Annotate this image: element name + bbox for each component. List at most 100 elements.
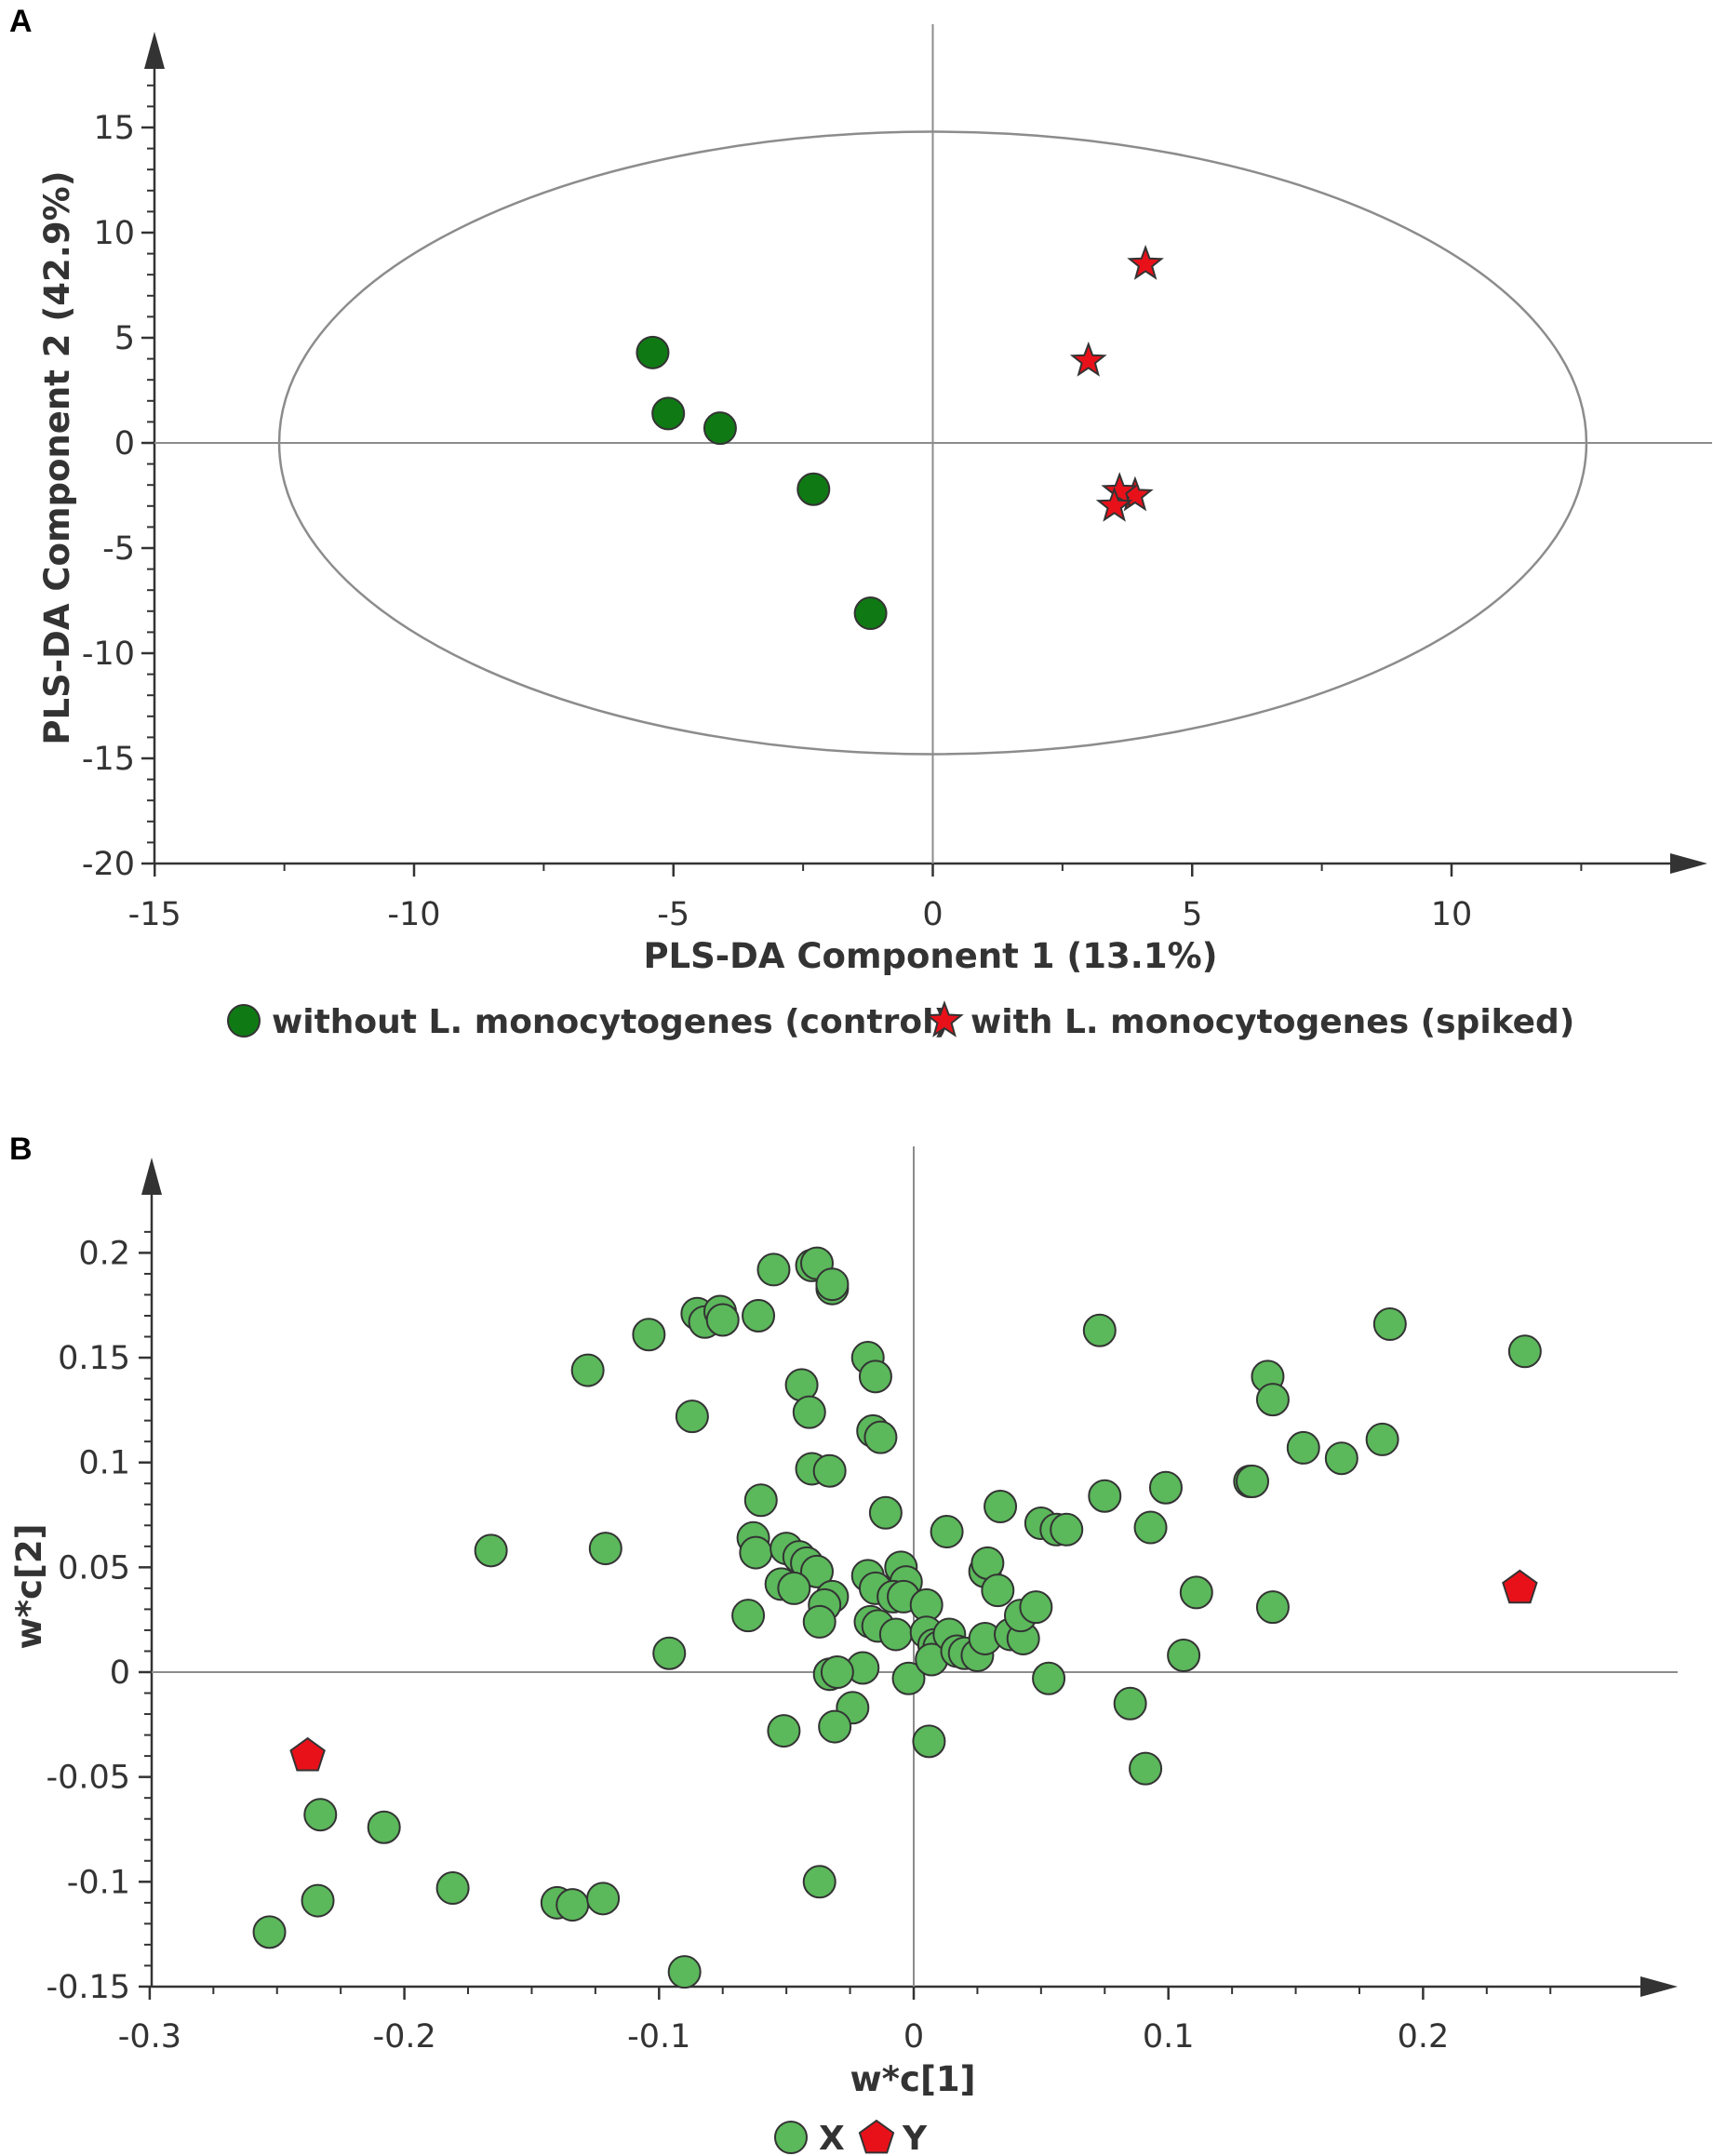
x-variable-point [868,1495,903,1530]
legend-x-label: X [819,2120,845,2156]
x-variable-point [1032,1661,1066,1695]
x-variable-point [981,1573,1015,1608]
y-variable-point [289,1736,326,1772]
legend-y-label: Y [902,2120,928,2156]
x-variable-point [570,1353,605,1387]
x-variable-point [802,1604,836,1639]
x-variable-point [777,1571,811,1605]
panel-a-x-tick-label: -15 [128,896,181,933]
x-variable-point [1082,1313,1117,1347]
x-variable-point [474,1533,508,1568]
panel-a-x-tick-label: 0 [922,896,943,933]
x-variable-point [1179,1575,1213,1610]
panel-a-x-axis-title: PLS-DA Component 1 (13.1%) [643,936,1217,976]
x-variable-point [818,1709,852,1744]
panel-b-legend: X Y [774,2119,928,2156]
x-variable-point [252,1915,287,1949]
panel-a-x-tick-label: -10 [387,896,440,933]
x-variable-point [802,1865,836,1899]
x-variable-point [632,1318,666,1352]
panel-b-label: B [9,1132,33,1167]
x-variable-point [1167,1638,1201,1672]
x-variable-point [1365,1422,1399,1456]
x-variable-point [767,1714,801,1748]
spiked-sample-point [1101,472,1139,507]
panel-a-y-tick-label: 5 [114,320,135,357]
panel-b-y-axis-title: w*c[2] [9,1523,49,1649]
legend-x-marker [774,2121,808,2154]
panel-b-y-tick-label: -0.15 [46,1969,130,2006]
panel-b-loadings-plot: B -0.3 -0.2 -0.1 0 0.1 0.2 0.20.150.10.050-0.… [9,1132,1678,2156]
panel-b-x-tick-label: -0.3 [118,2018,181,2056]
panel-b-y-tick-label: -0.05 [46,1760,130,1797]
x-variable-point [1286,1430,1320,1465]
panel-b-x-tick-label: -0.1 [627,2018,690,2056]
panel-b-y-tick-label: 0.1 [78,1445,130,1482]
x-variable-point [820,1655,854,1689]
panel-b-x-tick-label: 0.1 [1143,2018,1195,2056]
x-variable-point [555,1888,590,1922]
x-variable-point [1324,1441,1358,1476]
x-variable-point [667,1955,702,1989]
panel-b-x-tick-label: 0.2 [1398,2018,1450,2056]
panel-b-x-axis-arrow [1640,1976,1678,1997]
x-variable-point [815,1267,850,1302]
control-sample-point [796,472,831,506]
panel-a-points [636,245,1164,631]
panel-a-y-tick-label: 0 [114,425,135,462]
legend-y-marker [858,2119,895,2154]
panel-b-y-tick-label: -0.1 [67,1864,130,1901]
x-variable-point [367,1810,401,1844]
x-variable-point [1236,1464,1270,1498]
x-variable-point [1019,1590,1053,1625]
panel-a-x-tick-label: 10 [1431,896,1473,933]
x-variable-point [812,1453,847,1488]
panel-a-hotelling-ellipse [277,130,1588,756]
x-variable-point [792,1395,826,1429]
panel-a-label: A [9,4,33,39]
x-variable-point [1148,1470,1183,1505]
x-variable-point [863,1420,898,1454]
x-variable-point [435,1871,470,1906]
panel-b-x-tick-label: -0.2 [372,2018,435,2056]
panel-a-y-ticks: 15 10 5 0 -5 -10 -15 -20 [82,84,154,883]
panel-a-y-tick-label: -5 [102,530,135,568]
x-variable-point [984,1490,1018,1524]
x-variable-point [742,1298,776,1332]
x-variable-point [799,1554,834,1588]
panel-a-y-tick-label: -10 [82,636,135,673]
panel-a-y-tick-label: 15 [93,110,135,147]
x-variable-point [1129,1751,1163,1786]
control-sample-point [703,411,737,446]
panel-a-origin-lines [154,24,1712,864]
x-variable-point [743,1483,778,1518]
x-variable-point [858,1359,892,1394]
x-variable-point [739,1535,773,1570]
y-variable-point [1502,1569,1538,1604]
panel-b-y-ticks: 0.2 0.15 0.1 0.05 0 -0.05 -0.1 -0.15 [46,1230,152,2006]
legend-control-label: without L. monocytogenes (control) [272,1003,949,1041]
panel-a-x-tick-label: 5 [1182,896,1202,933]
panel-a-confidence-ellipse [277,130,1588,756]
x-variable-point [301,1883,335,1918]
panel-a-x-axis-arrow [1670,853,1707,874]
x-variable-point [878,1617,913,1652]
panel-b-y-axis-arrow [141,1158,162,1195]
legend-control-marker [227,1004,261,1038]
x-variable-point [303,1798,338,1832]
x-variable-point [912,1724,946,1759]
x-variable-point [1255,1383,1290,1417]
x-variable-point [705,1303,740,1337]
x-variable-point [652,1636,687,1670]
panel-a-y-tick-label: 10 [93,215,135,252]
panel-a-y-tick-label: -20 [82,846,135,883]
x-variable-point [756,1252,791,1287]
panel-a-y-tick-label: -15 [82,741,135,778]
panel-a-scores-plot: A -15 -10 -5 0 5 10 15 10 5 0 -5 -10 -15 -20 PLS-DA … [9,4,1712,1041]
spiked-sample-point [1095,486,1133,522]
x-variable-point [1088,1479,1122,1513]
control-sample-point [651,396,686,431]
panel-a-x-ticks: -15 -10 -5 0 5 10 [128,864,1583,933]
spiked-sample-point [1069,341,1107,377]
